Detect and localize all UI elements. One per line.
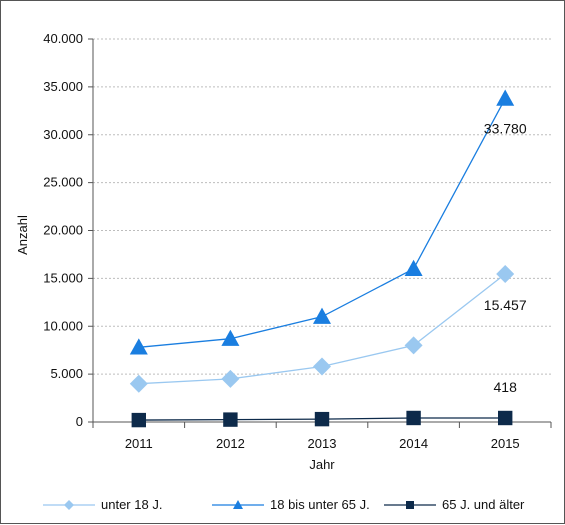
- x-tick-label: 2011: [125, 436, 153, 451]
- x-axis-title: Jahr: [309, 457, 335, 472]
- data-point: [406, 501, 414, 509]
- data-labels: 15.457 33.780 418: [484, 121, 527, 395]
- data-point: [404, 336, 423, 355]
- data-point: [496, 264, 515, 283]
- y-tick-label: 35.000: [43, 79, 83, 94]
- y-tick-label: 25.000: [43, 175, 83, 190]
- y-tick-label: 0: [76, 414, 83, 429]
- data-point: [406, 410, 421, 426]
- y-tick-label: 30.000: [43, 127, 83, 142]
- grid-lines: [93, 38, 551, 375]
- x-tick-label: 2013: [308, 436, 337, 451]
- data-point: [129, 338, 148, 355]
- data-point: [233, 500, 243, 509]
- legend-item: unter 18 J.: [43, 497, 162, 512]
- legend-label: 65 J. und älter: [442, 497, 525, 512]
- data-point: [131, 412, 146, 428]
- data-point: [314, 411, 330, 427]
- x-tick-label: 2015: [491, 436, 520, 451]
- data-point: [498, 410, 513, 426]
- series-group: [131, 410, 513, 428]
- y-axis-title: Anzahl: [15, 215, 30, 255]
- x-axis-ticks: 2011 2012 2013 2014 2015: [92, 422, 552, 451]
- data-point: [221, 369, 240, 388]
- data-label: 15.457: [484, 297, 527, 313]
- y-axis-ticks: 0 5.000 10.000 15.000 20.000 25.000 30.000 35.0…: [43, 31, 93, 429]
- legend: unter 18 J. 18 bis unter 65 J. 65 J. und ä…: [43, 497, 525, 512]
- data-point: [64, 500, 74, 510]
- data-point: [129, 374, 148, 393]
- data-point: [496, 89, 515, 106]
- data-point: [221, 329, 240, 346]
- y-tick-label: 5.000: [50, 366, 83, 381]
- data-point: [313, 357, 331, 376]
- series-group: [129, 264, 515, 393]
- x-tick-label: 2012: [216, 436, 245, 451]
- data-label: 33.780: [484, 121, 527, 137]
- y-tick-label: 15.000: [43, 270, 83, 285]
- y-tick-label: 20.000: [43, 223, 83, 238]
- data-point: [223, 412, 238, 427]
- x-tick-label: 2014: [399, 436, 428, 451]
- legend-label: 18 bis unter 65 J.: [270, 497, 370, 512]
- legend-item: 18 bis unter 65 J.: [212, 497, 370, 512]
- data-label: 418: [494, 379, 518, 395]
- data-point: [404, 259, 423, 276]
- y-tick-label: 10.000: [43, 318, 83, 333]
- series-group: [129, 89, 515, 355]
- legend-label: unter 18 J.: [101, 497, 162, 512]
- legend-item: 65 J. und älter: [384, 497, 525, 512]
- data-point: [313, 307, 331, 324]
- y-tick-label: 40.000: [43, 31, 83, 46]
- series-lines: [129, 89, 515, 428]
